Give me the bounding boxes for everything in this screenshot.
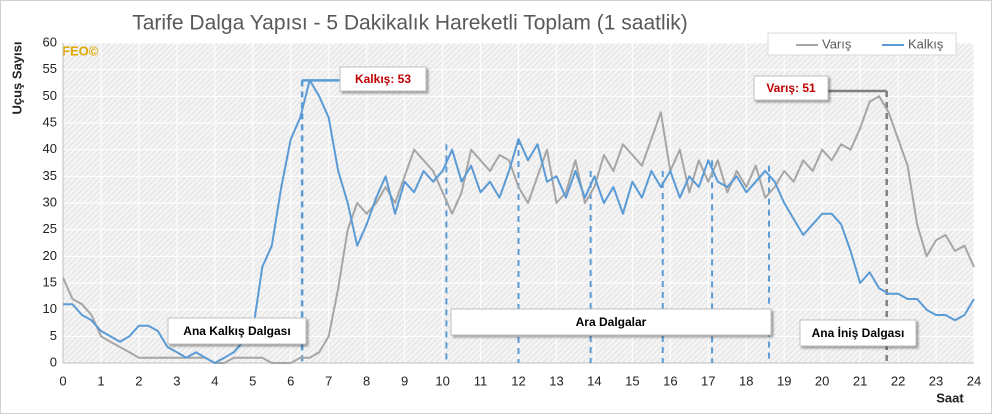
x-tick-label: 4 (211, 373, 218, 388)
x-tick-label: 23 (929, 373, 943, 388)
x-tick-label: 12 (511, 373, 525, 388)
x-tick-label: 6 (287, 373, 294, 388)
x-tick-label: 8 (363, 373, 370, 388)
y-tick-label: 10 (43, 301, 57, 316)
annotation-box (450, 308, 772, 336)
y-tick-label: 60 (43, 34, 57, 49)
y-tick-label: 40 (43, 141, 57, 156)
y-tick-label: 45 (43, 114, 57, 129)
x-tick-label: 1 (97, 373, 104, 388)
x-tick-label: 7 (325, 373, 332, 388)
annotation-text: Varış: 51 (766, 81, 816, 95)
annotation-text: Ara Dalgalar (576, 315, 647, 329)
x-tick-label: 5 (249, 373, 256, 388)
watermark: FEO© (62, 43, 99, 58)
annotation-box (339, 66, 427, 92)
legend-box (767, 32, 957, 56)
annotation-text: Ana İniş Dalgası (812, 325, 905, 340)
y-tick-label: 15 (43, 274, 57, 289)
annotation-text: Kalkış: 53 (355, 72, 411, 86)
y-tick-label: 55 (43, 61, 57, 76)
x-tick-label: 0 (59, 373, 66, 388)
legend-label: Varış (822, 36, 852, 51)
x-tick-label: 2 (135, 373, 142, 388)
y-tick-label: 0 (50, 354, 57, 369)
x-tick-label: 10 (435, 373, 449, 388)
x-tick-label: 13 (549, 373, 563, 388)
x-tick-label: 19 (777, 373, 791, 388)
legend-label: Kalkış (908, 36, 944, 51)
x-tick-label: 11 (474, 373, 488, 388)
x-tick-label: 22 (891, 373, 905, 388)
x-tick-label: 9 (401, 373, 408, 388)
x-tick-label: 21 (853, 373, 867, 388)
series-line (63, 79, 975, 364)
annotation-text: Ana Kalkış Dalgası (183, 324, 290, 338)
y-tick-label: 35 (43, 168, 57, 183)
y-tick-label: 50 (43, 88, 57, 103)
annotation-box (753, 75, 829, 101)
y-tick-label: 5 (50, 328, 57, 343)
chart-title: Tarife Dalga Yapısı - 5 Dakikalık Hareke… (132, 12, 688, 35)
y-tick-label: 30 (43, 194, 57, 209)
annotation-box (167, 317, 307, 345)
y-tick-label: 20 (43, 248, 57, 263)
x-tick-label: 20 (815, 373, 829, 388)
x-tick-label: 24 (967, 373, 981, 388)
x-tick-label: 15 (625, 373, 639, 388)
x-tick-label: 14 (587, 373, 601, 388)
annotation-box (799, 319, 917, 347)
x-tick-label: 17 (701, 373, 715, 388)
x-tick-label: 3 (173, 373, 180, 388)
y-tick-label: 25 (43, 221, 57, 236)
y-axis-label: Uçuş Sayısı (9, 42, 24, 115)
x-tick-label: 16 (663, 373, 677, 388)
x-tick-label: 18 (739, 373, 753, 388)
x-axis-label: Saat (936, 390, 964, 405)
